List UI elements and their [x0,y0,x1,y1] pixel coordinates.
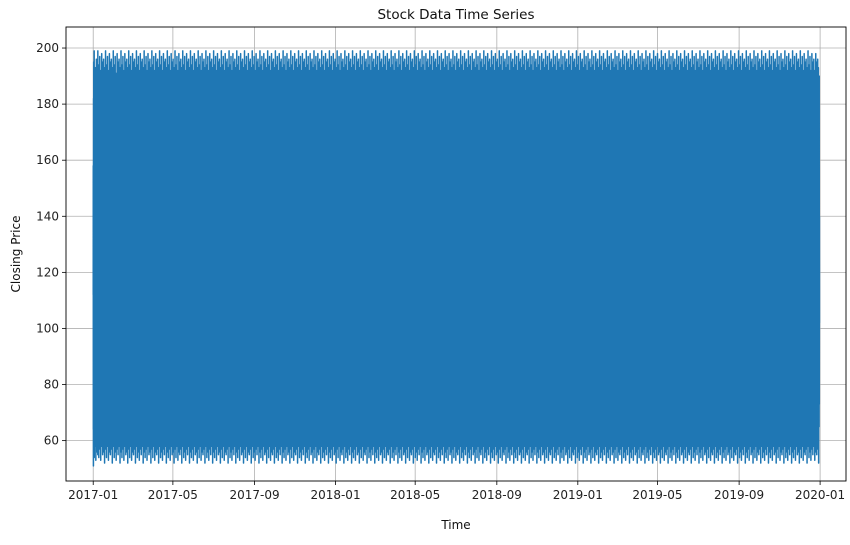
y-tick-label: 120 [36,265,59,279]
y-tick-label: 140 [36,209,59,223]
y-tick-label: 100 [36,321,59,335]
x-tick-label: 2019-01 [553,488,603,502]
y-tick-label: 160 [36,153,59,167]
x-tick-label: 2018-05 [390,488,440,502]
y-tick-label: 60 [44,434,59,448]
y-tick-label: 80 [44,378,59,392]
axes-frame [65,26,847,482]
x-axis-label: Time [440,518,470,532]
x-tick-label: 2020-01 [795,488,845,502]
x-tick-label: 2018-01 [310,488,360,502]
x-tick-label: 2017-05 [148,488,198,502]
y-tick-label: 180 [36,97,59,111]
series-line [92,50,821,467]
x-tick-label: 2017-01 [68,488,118,502]
x-tick-label: 2017-09 [229,488,279,502]
x-axis: 2017-01 2017-05 2017-09 2018-01 2018-05 2018-… [68,481,845,502]
x-tick-label: 2019-09 [714,488,764,502]
plot-area [92,50,821,467]
y-axis: 60 80 100 120 140 160 180 200 [36,41,66,448]
x-tick-label: 2018-09 [472,488,522,502]
y-tick-label: 200 [36,41,59,55]
chart-title: Stock Data Time Series [377,7,534,23]
x-tick-label: 2019-05 [632,488,682,502]
y-axis-label: Closing Price [9,216,23,293]
